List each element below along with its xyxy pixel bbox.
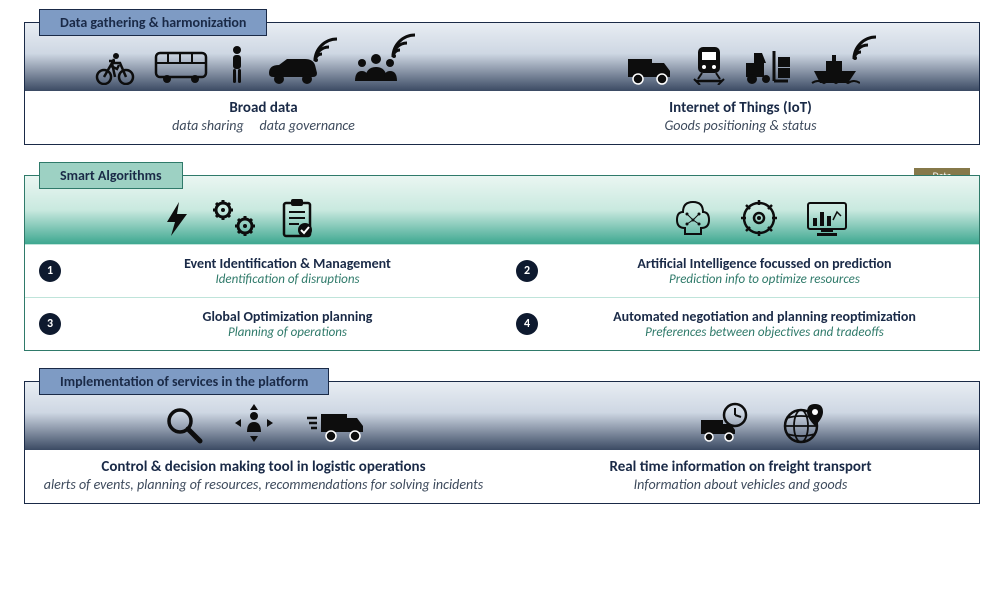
cell3-sub: Planning of operations [87,325,488,340]
cell4-title: Automated negotiation and planning reopt… [564,308,965,325]
quad-grid: 1 Event Identification & Management Iden… [25,244,979,350]
col-iot: Internet of Things (IoT) Goods positioni… [502,99,979,134]
badge-3: 3 [39,313,61,335]
cell1-sub: Identification of disruptions [87,272,488,287]
magnifier-icon [165,406,203,444]
signal-icon [313,37,339,68]
tab-label: Data gathering & harmonization [60,14,246,31]
fast-truck-icon [305,408,365,444]
globe-pin-icon [781,402,825,444]
signal-icon [852,35,878,66]
broad-data-sub: data sharing data governance [25,117,502,134]
gears-icon [213,200,257,238]
clipboard-check-icon [281,198,313,238]
iot-sub: Goods positioning & status [502,117,979,134]
quad-cell-4: 4 Automated negotiation and planning reo… [502,297,979,350]
icon-group-left-3 [45,402,562,444]
truck-icon [626,53,674,85]
col-realtime: Real time information on freight transpo… [502,458,979,493]
col-broad-data: Broad data data sharing data governance [25,99,502,134]
quad-cell-2: 2 Artificial Intelligence focussed on pr… [502,244,979,297]
ship-icon [810,53,860,85]
icon-group-right-2 [562,198,959,238]
tab-label: Implementation of services in the platfo… [60,373,308,390]
control-title: Control & decision making tool in logist… [25,458,502,476]
dashboard-chart-icon [805,200,849,238]
car-icon [265,55,321,85]
icon-group-left-2 [45,198,562,238]
badge-2: 2 [516,260,538,282]
panel-data-gathering: Data gathering & harmonization Broad dat… [24,22,980,145]
icon-group-left-1 [45,45,527,85]
realtime-title: Real time information on freight transpo… [502,458,979,476]
badge-1: 1 [39,260,61,282]
tab-data-gathering: Data gathering & harmonization [39,9,267,36]
tab-smart-algorithms: Smart Algorithms [39,162,183,189]
panel-implementation: Implementation of services in the platfo… [24,381,980,504]
train-icon [692,45,726,85]
control-sub: alerts of events, planning of resources,… [25,476,502,493]
iot-title: Internet of Things (IoT) [502,99,979,117]
people-group-icon [353,51,399,85]
text-band-3: Control & decision making tool in logist… [25,450,979,503]
icon-group-right-1 [527,45,959,85]
panel-smart-algorithms: Smart Algorithms 1 Event Identification … [24,175,980,351]
tab-implementation: Implementation of services in the platfo… [39,368,329,395]
cyclist-icon [95,51,135,85]
quad-cell-3: 3 Global Optimization planning Planning … [25,297,502,350]
tab-label: Smart Algorithms [60,167,162,184]
cell3-title: Global Optimization planning [87,308,488,325]
cell1-title: Event Identification & Management [87,255,488,272]
cell2-title: Artificial Intelligence focussed on pred… [564,255,965,272]
bus-icon [153,49,209,85]
cell4-sub: Preferences between objectives and trade… [564,325,965,340]
forklift-icon [744,49,792,85]
badge-4: 4 [516,313,538,335]
signal-icon [391,33,417,64]
manager-arrows-icon [233,402,275,444]
quad-cell-1: 1 Event Identification & Management Iden… [25,244,502,297]
broad-data-title: Broad data [25,99,502,117]
col-control-tool: Control & decision making tool in logist… [25,458,502,493]
ai-brain-icon [673,198,713,238]
cell2-sub: Prediction info to optimize resources [564,272,965,287]
icon-group-right-3 [562,402,959,444]
pedestrian-icon [227,45,247,85]
gear-outline-icon [739,198,779,238]
realtime-sub: Information about vehicles and goods [502,476,979,493]
clock-truck-icon [697,402,753,444]
lightning-icon [165,200,189,238]
text-band-1: Broad data data sharing data governance … [25,91,979,144]
